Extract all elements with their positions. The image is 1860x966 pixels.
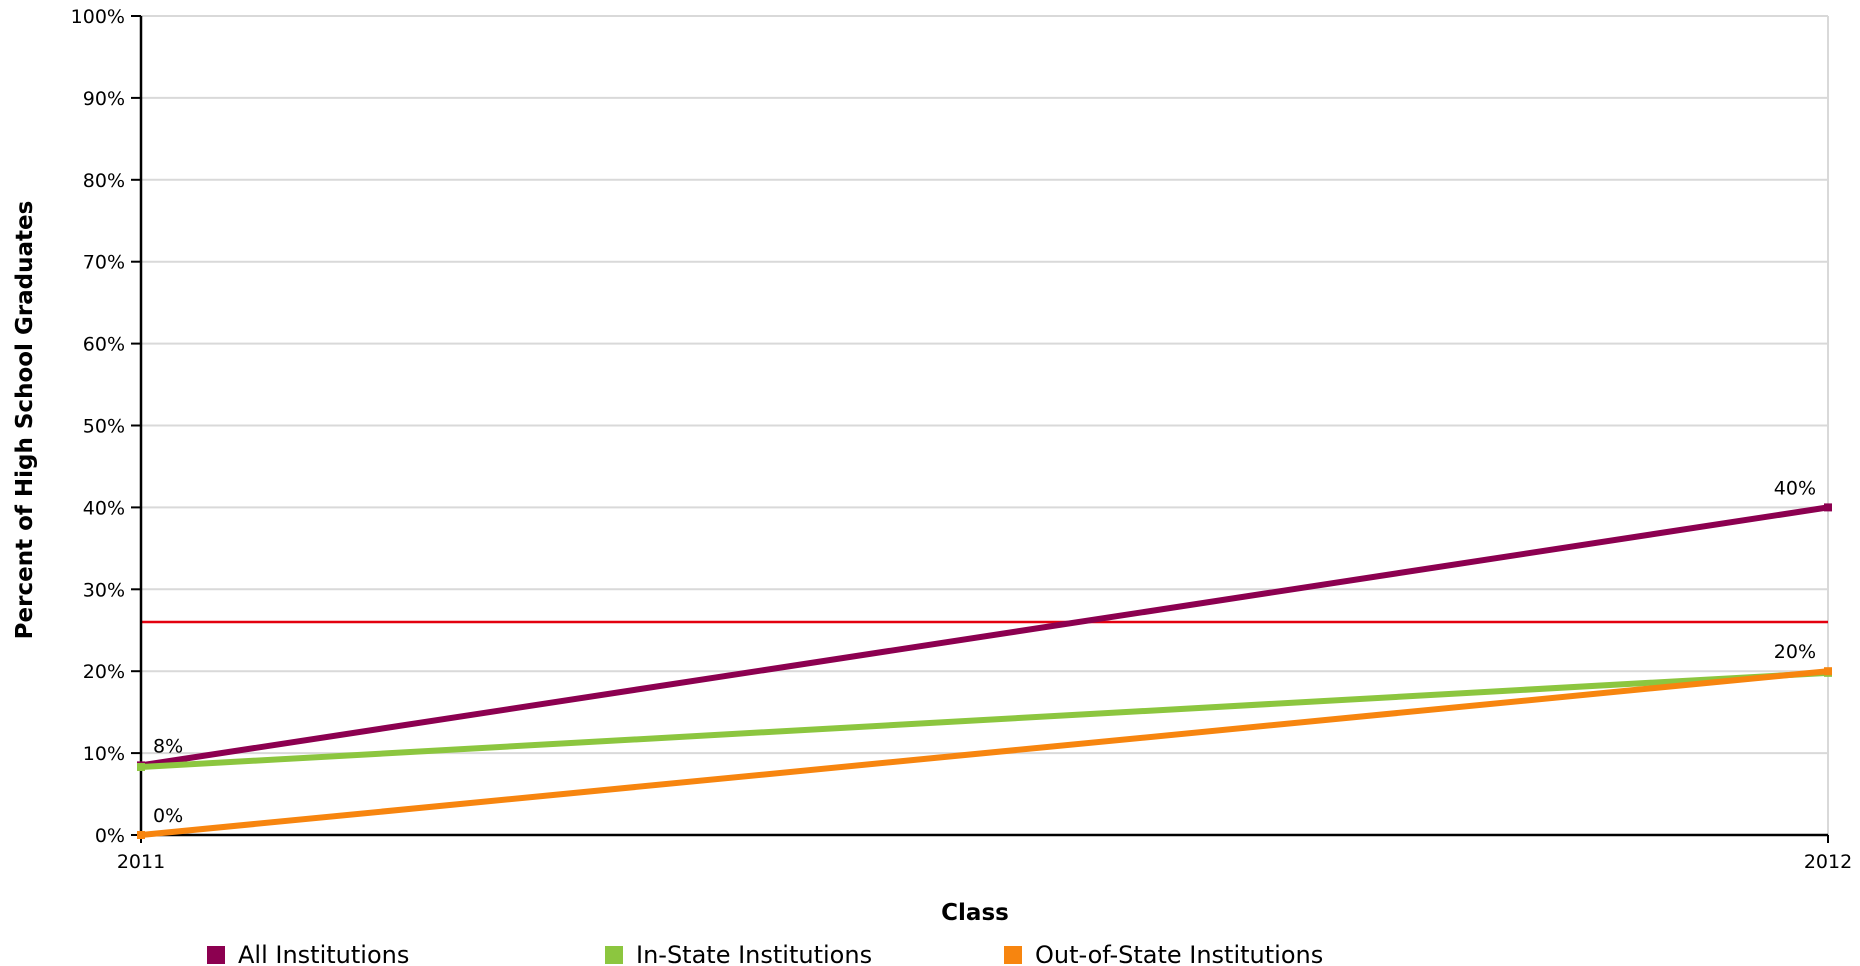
legend-swatch bbox=[605, 946, 623, 964]
y-tick-label: 60% bbox=[83, 334, 125, 356]
y-tick-label: 40% bbox=[83, 497, 125, 519]
legend-swatch bbox=[207, 946, 225, 964]
data-point bbox=[137, 763, 145, 772]
legend-swatch bbox=[1004, 946, 1022, 964]
series-line bbox=[140, 504, 1829, 769]
x-axis-title: Class bbox=[941, 900, 1009, 926]
x-axis-ticks: 2011 2012 bbox=[117, 835, 1852, 873]
y-tick-label: 80% bbox=[83, 170, 125, 192]
legend-label: Out-of-State Institutions bbox=[1035, 941, 1323, 966]
data-point bbox=[1824, 667, 1832, 676]
data-labels: 8% 40% 0% 20% bbox=[153, 477, 1816, 827]
y-tick-label: 0% bbox=[95, 825, 125, 847]
legend-item: Out-of-State Institutions bbox=[1004, 941, 1323, 966]
y-tick-label: 70% bbox=[83, 252, 125, 274]
legend-item: All Institutions bbox=[207, 941, 409, 966]
gridlines bbox=[141, 15, 1829, 835]
y-axis-title: Percent of High School Graduates bbox=[12, 201, 38, 640]
y-tick-label: 100% bbox=[71, 6, 125, 28]
data-label: 40% bbox=[1774, 477, 1816, 499]
series-line bbox=[140, 669, 1829, 771]
y-tick-label: 50% bbox=[83, 416, 125, 438]
legend: All Institutions In-State Institutions Out… bbox=[207, 941, 1323, 966]
y-tick-label: 10% bbox=[83, 743, 125, 765]
y-axis-ticks: 0% 10% 20% 30% 40% 50% 60% 70% 80% 90% 100% bbox=[71, 6, 141, 847]
series-lines bbox=[137, 503, 1832, 839]
x-tick-label: 2012 bbox=[1804, 851, 1852, 873]
data-label: 0% bbox=[153, 805, 183, 827]
data-point bbox=[137, 831, 145, 839]
data-point bbox=[1824, 503, 1832, 512]
legend-label: All Institutions bbox=[238, 941, 409, 966]
legend-label: In-State Institutions bbox=[636, 941, 872, 966]
y-tick-label: 90% bbox=[83, 88, 125, 110]
x-tick-label: 2011 bbox=[117, 851, 165, 873]
y-tick-label: 30% bbox=[83, 579, 125, 601]
series-line bbox=[140, 668, 1829, 838]
data-label: 8% bbox=[153, 735, 183, 757]
data-label: 20% bbox=[1774, 641, 1816, 663]
y-tick-label: 20% bbox=[83, 661, 125, 683]
legend-item: In-State Institutions bbox=[605, 941, 872, 966]
